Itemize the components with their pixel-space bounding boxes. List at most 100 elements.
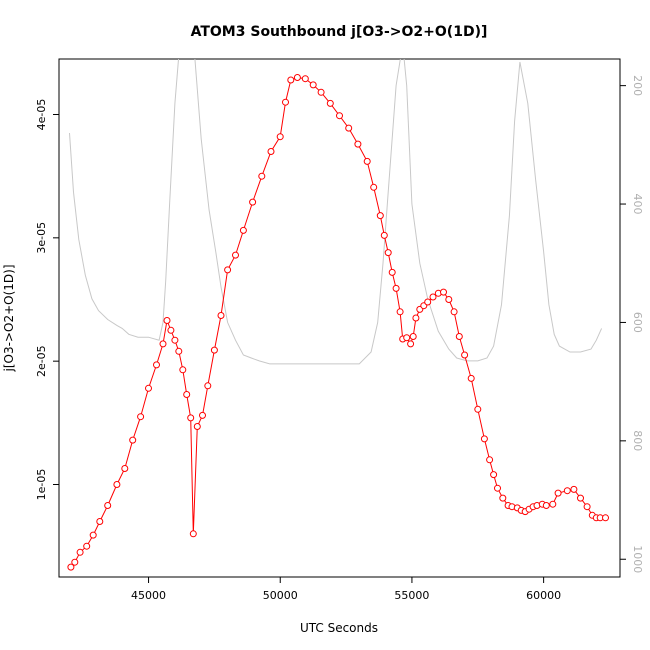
- y-tick-label: 2e-05: [35, 345, 48, 377]
- right-axis: 200 400 600 800 1000: [619, 75, 644, 573]
- data-point: [384, 249, 392, 257]
- data-point: [145, 384, 152, 392]
- data-point: [163, 317, 171, 324]
- data-point: [189, 530, 197, 538]
- x-axis: 45000 50000 55000 60000: [131, 576, 561, 602]
- data-point: [104, 502, 112, 509]
- data-point: [121, 465, 129, 472]
- data-point: [549, 500, 557, 508]
- y-axis: 1e-05 2e-05 3e-05 4e-05: [35, 99, 60, 501]
- data-point: [583, 503, 591, 511]
- data-point: [179, 366, 187, 374]
- data-point: [83, 542, 91, 550]
- data-point: [376, 212, 384, 220]
- data-point: [490, 471, 498, 479]
- data-point: [267, 148, 275, 155]
- x-tick-label: 50000: [263, 589, 298, 602]
- right-tick-label: 800: [631, 430, 644, 451]
- data-point: [577, 494, 584, 502]
- pressure-line: [69, 59, 603, 365]
- data-point: [380, 231, 388, 239]
- data-point: [445, 296, 453, 303]
- data-point: [199, 411, 206, 419]
- data-point: [403, 334, 411, 342]
- data-point: [301, 75, 309, 83]
- data-point: [276, 133, 284, 141]
- data-point: [249, 198, 257, 206]
- data-point: [461, 351, 469, 359]
- data-point: [345, 124, 353, 132]
- data-point: [467, 374, 475, 382]
- data-point: [424, 298, 432, 306]
- right-tick-label: 200: [631, 75, 644, 96]
- data-point: [210, 346, 218, 354]
- y-tick-label: 1e-05: [35, 469, 48, 501]
- data-point: [554, 489, 562, 497]
- data-point: [570, 485, 578, 493]
- data-point: [363, 157, 371, 165]
- data-point: [171, 336, 179, 344]
- y-tick-label: 4e-05: [35, 99, 48, 131]
- data-point: [494, 484, 501, 492]
- data-point: [412, 314, 420, 322]
- data-point: [282, 98, 289, 106]
- x-tick-label: 60000: [526, 589, 561, 602]
- data-point: [287, 76, 295, 84]
- data-point: [239, 226, 247, 234]
- data-point: [175, 347, 183, 355]
- data-point: [76, 548, 84, 556]
- data-point: [232, 251, 239, 259]
- data-point: [499, 494, 507, 502]
- data-point: [193, 423, 201, 430]
- data-point: [159, 340, 167, 348]
- data-point: [309, 81, 317, 89]
- data-point: [326, 99, 334, 107]
- data-point: [183, 391, 191, 398]
- data-point: [217, 312, 225, 319]
- data-point: [407, 340, 415, 348]
- y-tick-label: 3e-05: [35, 222, 48, 254]
- right-tick-label: 400: [631, 194, 644, 215]
- data-point: [388, 268, 396, 276]
- data-point: [370, 183, 378, 191]
- data-point: [137, 413, 145, 421]
- data-point: [293, 74, 301, 81]
- data-point: [429, 293, 437, 301]
- data-point: [450, 308, 458, 316]
- pressure-series: [69, 59, 603, 365]
- data-point: [167, 326, 175, 334]
- data-point: [440, 288, 447, 296]
- x-axis-label: UTC Seconds: [300, 621, 378, 635]
- data-point: [67, 563, 75, 571]
- right-tick-label: 1000: [631, 545, 644, 573]
- data-point: [474, 405, 482, 413]
- y-axis-label: j[O3->O2+O(1D)]: [2, 265, 16, 373]
- right-tick-label: 600: [631, 312, 644, 333]
- data-point: [187, 414, 195, 422]
- data-point: [71, 558, 79, 566]
- data-point: [396, 308, 404, 316]
- data-point: [602, 514, 609, 522]
- x-tick-label: 45000: [131, 589, 166, 602]
- data-point: [542, 502, 550, 509]
- data-point: [89, 531, 97, 539]
- data-point: [204, 382, 212, 390]
- x-tick-label: 55000: [394, 589, 429, 602]
- data-point: [480, 435, 488, 443]
- data-point: [129, 436, 137, 444]
- data-point: [455, 333, 463, 340]
- data-point: [563, 487, 571, 495]
- data-point: [96, 518, 104, 525]
- data-point: [354, 140, 362, 148]
- chart-title: ATOM3 Southbound j[O3->O2+O(1D)]: [191, 24, 488, 40]
- data-point: [153, 361, 160, 369]
- data-point: [317, 88, 325, 96]
- data-point: [224, 266, 232, 274]
- data-point: [392, 284, 400, 292]
- data-point: [258, 172, 266, 180]
- data-point: [336, 112, 343, 120]
- data-point: [486, 456, 494, 464]
- data-point: [113, 481, 121, 488]
- jvalue-series-points: [67, 74, 609, 571]
